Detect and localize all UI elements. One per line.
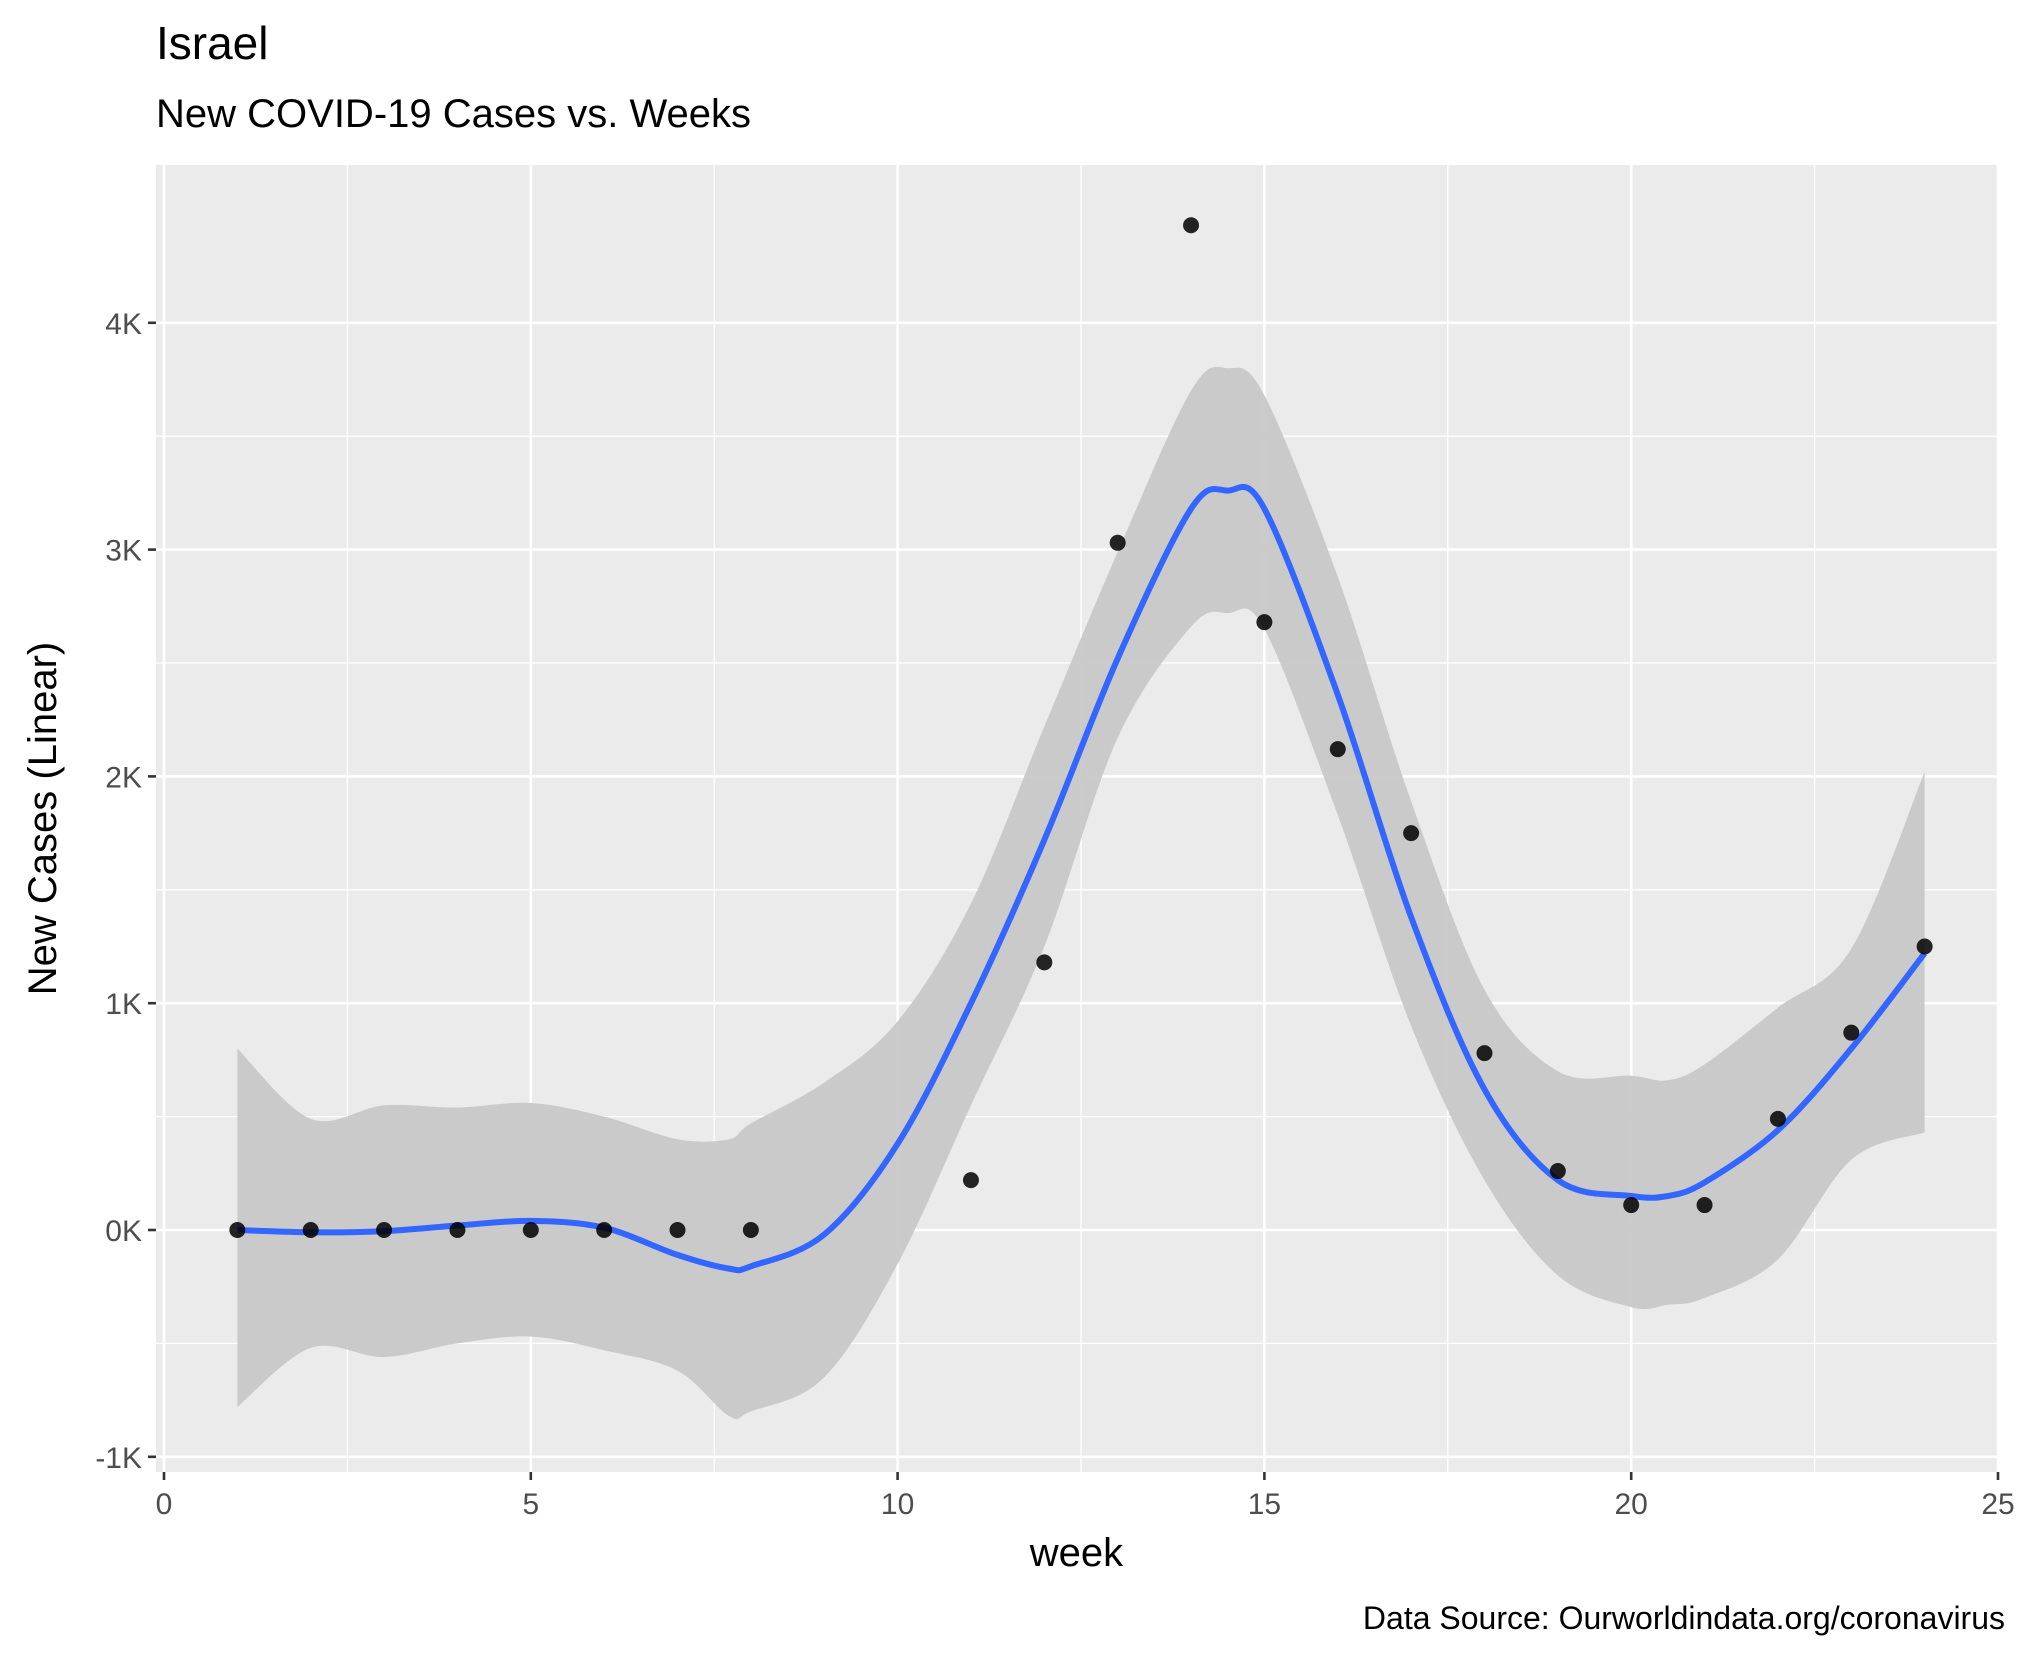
y-tick-label: 1K — [105, 988, 142, 1021]
x-tick-label: 15 — [1248, 1488, 1281, 1521]
x-axis: 0 5 10 15 20 25 — [156, 1472, 2015, 1521]
data-point — [1329, 741, 1346, 758]
x-axis-title: week — [1029, 1531, 1124, 1575]
x-tick-label: 5 — [522, 1488, 539, 1521]
data-point — [1183, 217, 1200, 234]
data-point — [1623, 1197, 1640, 1214]
data-point — [1476, 1045, 1493, 1062]
chart-subtitle: New COVID-19 Cases vs. Weeks — [156, 92, 751, 136]
data-point — [449, 1222, 466, 1238]
data-point — [1916, 938, 1933, 955]
confidence-band — [237, 366, 1925, 1420]
x-tick-label: 20 — [1615, 1488, 1648, 1521]
chart-title: Israel — [156, 17, 269, 69]
data-point — [1403, 825, 1420, 842]
data-point — [1843, 1024, 1860, 1041]
data-point — [596, 1222, 613, 1238]
y-axis: -1K 0K 1K 2K 3K 4K — [95, 308, 156, 1475]
y-tick-label: 3K — [105, 535, 142, 568]
y-tick-label: 0K — [105, 1215, 142, 1248]
data-point — [229, 1222, 246, 1238]
data-point — [1696, 1197, 1713, 1214]
x-tick-label: 25 — [1981, 1488, 2014, 1521]
y-tick-label: -1K — [95, 1442, 142, 1475]
y-tick-label: 4K — [105, 308, 142, 341]
data-point — [669, 1222, 686, 1238]
x-tick-label: 10 — [881, 1488, 914, 1521]
data-points — [229, 217, 1933, 1238]
data-point — [522, 1222, 539, 1238]
y-axis-title: New Cases (Linear) — [21, 642, 65, 995]
data-point — [1549, 1163, 1566, 1180]
data-point — [1769, 1110, 1786, 1127]
data-point — [1109, 534, 1126, 551]
data-point — [1256, 614, 1273, 631]
data-point — [742, 1222, 759, 1238]
data-point — [962, 1172, 979, 1189]
y-tick-label: 2K — [105, 761, 142, 794]
data-point — [1036, 954, 1053, 971]
data-source-caption: Data Source: Ourworldindata.org/coronavi… — [1362, 1600, 2005, 1636]
data-point — [302, 1222, 319, 1238]
x-tick-label: 0 — [156, 1488, 173, 1521]
data-point — [376, 1222, 393, 1238]
